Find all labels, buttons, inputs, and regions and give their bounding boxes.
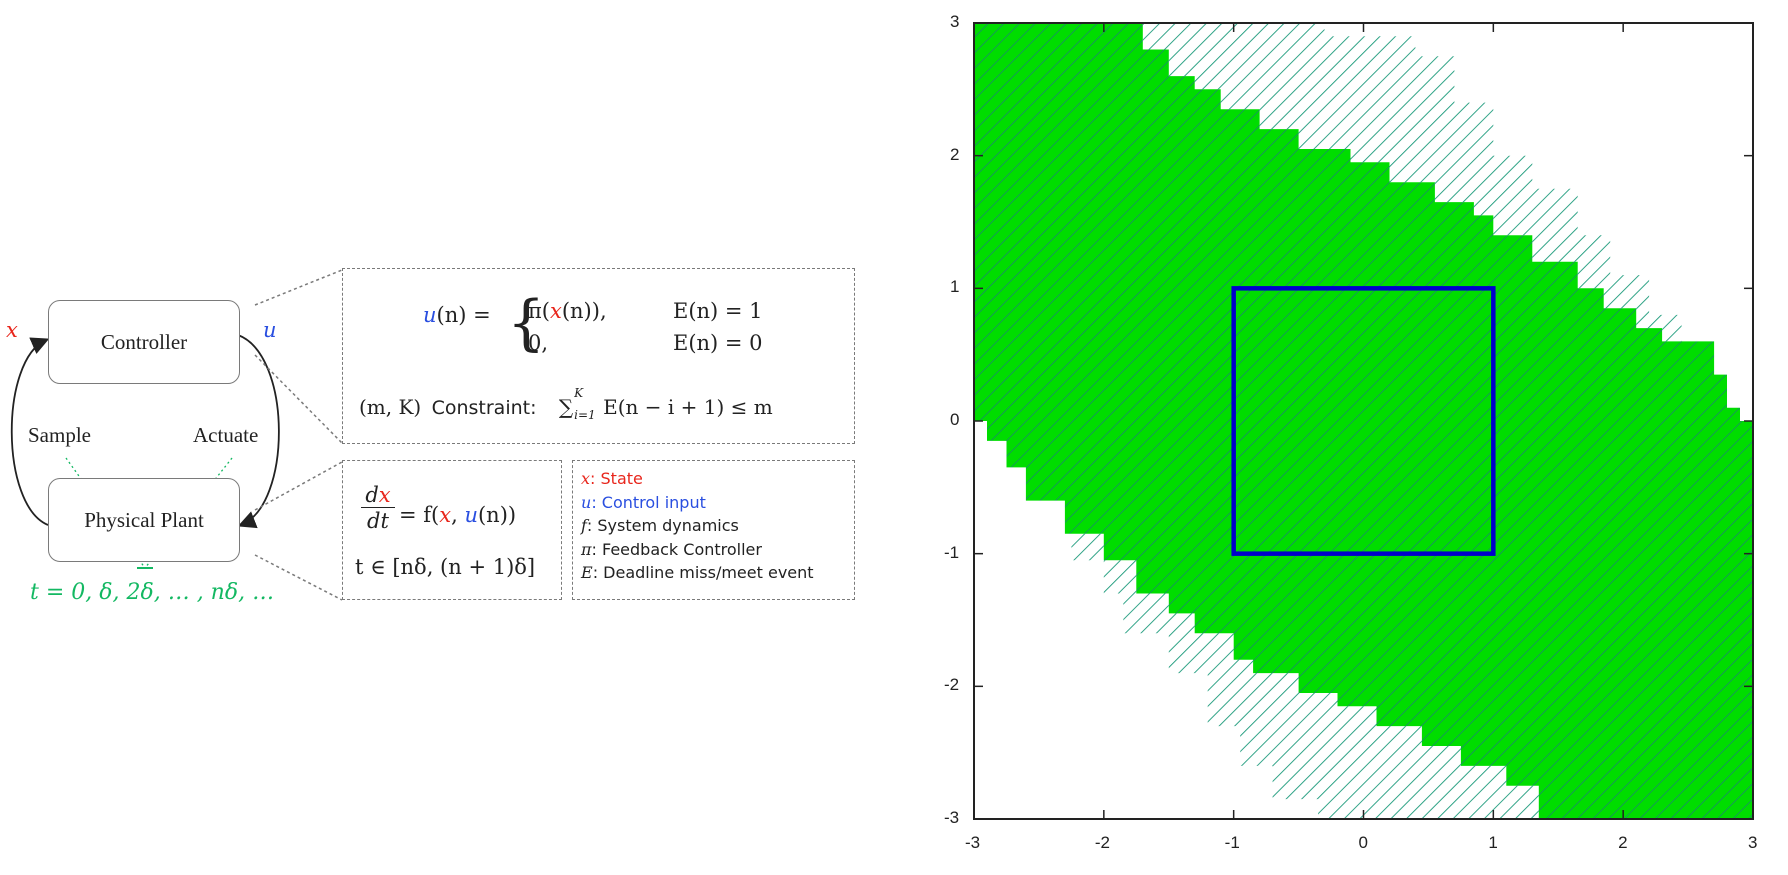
x-tick-label: -2 bbox=[1094, 833, 1110, 852]
x-tick-label: 0 bbox=[1358, 833, 1368, 852]
control-law-equation: u(n) = bbox=[423, 303, 491, 327]
x-tick-label: 3 bbox=[1748, 833, 1758, 852]
legend-symbol: u bbox=[581, 492, 592, 512]
control-law-lhs-var: u bbox=[423, 303, 437, 327]
dynamics-rhs-u: u bbox=[464, 503, 478, 527]
legend-entry: x: State bbox=[581, 467, 846, 491]
dynamics-num-d: d bbox=[365, 483, 379, 507]
plant-callout-bottom bbox=[254, 554, 343, 601]
dynamics-fraction: dx dt bbox=[361, 483, 395, 534]
controller-block: Controller bbox=[48, 300, 240, 384]
control-law-lhs-arg: (n) = bbox=[436, 303, 491, 327]
hatched-boundary-region bbox=[1071, 23, 1682, 819]
constraint-upper: K bbox=[574, 386, 584, 400]
state-symbol: x bbox=[6, 318, 18, 342]
constraint-sum: ∑ bbox=[558, 395, 574, 419]
dynamics-box: dx dt = f(x, u(n)) t ∈ [nδ, (n + 1)δ] bbox=[342, 460, 562, 600]
sample-arrow bbox=[10, 337, 50, 526]
sample-label: Sample bbox=[28, 423, 91, 447]
legend-symbol: f bbox=[581, 516, 587, 535]
plant-block: Physical Plant bbox=[48, 478, 240, 562]
x-tick-label: 2 bbox=[1618, 833, 1628, 852]
actuate-arrow bbox=[237, 334, 280, 529]
constraint-rest: E(n − i + 1) ≤ m bbox=[603, 395, 773, 419]
legend-box: x: State u: Control input f: System dynami… bbox=[572, 460, 855, 600]
legend-text: : State bbox=[590, 469, 643, 488]
dynamics-rhs-pre: = f( bbox=[399, 503, 440, 527]
constraint: (m, K) Constraint: ∑ K i=1 E(n − i + 1) … bbox=[359, 386, 773, 422]
legend-symbol: E bbox=[581, 563, 593, 582]
x-tick-label: -1 bbox=[1224, 833, 1240, 852]
input-symbol: u bbox=[263, 318, 277, 342]
y-tick-label: 2 bbox=[950, 144, 960, 164]
initial-state-box bbox=[1231, 286, 1496, 556]
y-tick-label: -1 bbox=[944, 542, 960, 562]
legend-entry: π: Feedback Controller bbox=[581, 538, 846, 562]
case-2-condition: E(n) = 0 bbox=[673, 331, 763, 355]
dynamics-rhs-x: x bbox=[439, 503, 452, 527]
case-1-var: x bbox=[550, 299, 562, 323]
safe-region bbox=[974, 23, 1753, 819]
case-2: 0, bbox=[528, 331, 549, 355]
legend-text: : Deadline miss/meet event bbox=[592, 563, 814, 582]
x-tick-label: -3 bbox=[965, 833, 981, 852]
legend-symbol: x bbox=[581, 469, 591, 488]
legend-symbol: π bbox=[581, 539, 592, 559]
case-1-condition: E(n) = 1 bbox=[673, 299, 763, 323]
constraint-word: Constraint: bbox=[431, 397, 537, 419]
y-tick-label: 3 bbox=[950, 12, 960, 31]
case-1-post: (n)), bbox=[561, 299, 607, 323]
dynamics-rhs-post: (n)) bbox=[477, 503, 517, 527]
time-sequence: t = 0, δ, 2δ, … , nδ, … bbox=[30, 580, 275, 605]
dynamics-den: dt bbox=[361, 507, 395, 534]
legend-text: : System dynamics bbox=[586, 516, 739, 535]
y-tick-label: 0 bbox=[950, 410, 960, 429]
y-tick-label: -3 bbox=[944, 808, 960, 827]
dynamics-interval: t ∈ [nδ, (n + 1)δ] bbox=[355, 555, 536, 579]
dynamics-rhs: = f(x, u(n)) bbox=[399, 503, 516, 527]
controller-label: Controller bbox=[100, 329, 188, 354]
control-law-box: u(n) = { π(x(n)), E(n) = 1 0, E(n) = 0 (… bbox=[342, 268, 855, 444]
constraint-lower: i=1 bbox=[574, 408, 596, 422]
controller-callout-bottom bbox=[254, 354, 343, 444]
dynamics-num-var: x bbox=[378, 483, 391, 507]
plant-callout-top bbox=[254, 461, 343, 511]
legend-entry: f: System dynamics bbox=[581, 514, 846, 538]
legend-entry: u: Control input bbox=[581, 491, 846, 515]
case-1-pre: π( bbox=[528, 299, 550, 323]
legend-entry: E: Deadline miss/meet event bbox=[581, 561, 846, 585]
case-1: π(x(n)), bbox=[528, 299, 607, 323]
legend-list: x: State u: Control input f: System dynami… bbox=[581, 467, 846, 585]
constraint-prefix: (m, K) bbox=[359, 395, 422, 419]
x-tick-label: 1 bbox=[1488, 833, 1498, 852]
y-tick-label: 1 bbox=[950, 277, 960, 297]
dynamics-rhs-comma: , bbox=[451, 503, 465, 527]
axis-ticks bbox=[973, 22, 1754, 820]
controller-callout-top bbox=[254, 269, 343, 306]
cases-brace: { bbox=[507, 288, 546, 358]
legend-text: : Control input bbox=[591, 492, 706, 512]
y-tick-label: -2 bbox=[944, 675, 960, 695]
legend-text: : Feedback Controller bbox=[591, 539, 762, 559]
plant-label: Physical Plant bbox=[84, 507, 204, 532]
actuate-label: Actuate bbox=[193, 423, 259, 447]
